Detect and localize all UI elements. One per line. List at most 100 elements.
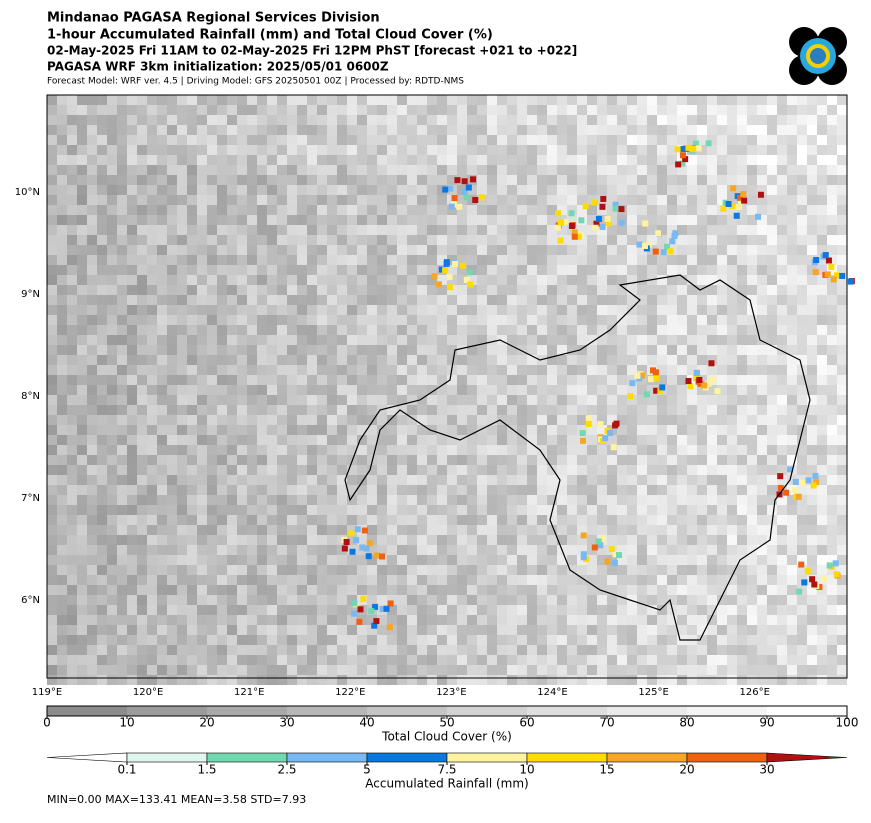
cloud-cell xyxy=(837,305,847,315)
cloud-cell xyxy=(537,225,547,235)
cloud-cell xyxy=(587,645,597,655)
cloud-cell xyxy=(747,195,757,205)
cloud-cell xyxy=(547,665,557,675)
cloud-cell xyxy=(427,525,437,535)
rain-cell xyxy=(609,546,615,552)
cloud-cell xyxy=(557,135,567,145)
cloud-cell xyxy=(637,315,647,325)
cloud-cell xyxy=(557,255,567,265)
cloud-cell xyxy=(307,425,317,435)
cloud-cell xyxy=(457,365,467,375)
cloud-cell xyxy=(587,355,597,365)
cloud-cell xyxy=(607,575,617,585)
cloud-cell xyxy=(387,225,397,235)
cloud-cell xyxy=(257,665,267,675)
cloud-cell xyxy=(577,325,587,335)
cloud-cell xyxy=(807,175,817,185)
cloud-cell xyxy=(827,505,837,515)
cloud-cell xyxy=(377,95,387,105)
cloud-cell xyxy=(387,675,397,685)
cloud-cell xyxy=(387,265,397,275)
cloud-cell xyxy=(277,515,287,525)
cloud-cell xyxy=(167,405,177,415)
cloud-cell xyxy=(697,485,707,495)
cloud-cell xyxy=(167,655,177,665)
cloud-cell xyxy=(87,285,97,295)
rain-cell xyxy=(569,210,575,216)
cloud-cell xyxy=(627,495,637,505)
cloud-cell xyxy=(817,595,827,605)
cloud-cell xyxy=(237,575,247,585)
cloud-cell xyxy=(747,585,757,595)
cloud-cell xyxy=(87,525,97,535)
cloud-cell xyxy=(347,195,357,205)
cloud-cell xyxy=(297,165,307,175)
cloud-cell xyxy=(507,115,517,125)
cloud-cell xyxy=(477,235,487,245)
cloud-cell xyxy=(137,655,147,665)
cloud-cell xyxy=(197,145,207,155)
cloud-cell xyxy=(147,375,157,385)
cloud-cell xyxy=(687,515,697,525)
cloud-cell xyxy=(227,315,237,325)
cloud-cell xyxy=(397,305,407,315)
cloud-cell xyxy=(597,265,607,275)
cloud-cell xyxy=(127,325,137,335)
cloud-cell xyxy=(697,255,707,265)
cloud-cell xyxy=(837,435,847,445)
cloud-cell xyxy=(747,515,757,525)
cloud-cell xyxy=(277,315,287,325)
cloud-cell xyxy=(377,525,387,535)
cloud-cell xyxy=(717,295,727,305)
cloud-cell xyxy=(497,385,507,395)
cloud-cell xyxy=(647,295,657,305)
cloud-cell xyxy=(177,505,187,515)
cloud-cell xyxy=(827,415,837,425)
cloud-cell xyxy=(717,675,727,685)
cloud-cell xyxy=(47,145,57,155)
cloud-cell xyxy=(817,525,827,535)
cloud-cell xyxy=(67,585,77,595)
cloud-cell xyxy=(407,615,417,625)
cloud-cell xyxy=(277,485,287,495)
cloud-cell xyxy=(767,565,777,575)
cloud-cell xyxy=(567,175,577,185)
cloud-cell xyxy=(207,165,217,175)
cloud-cell xyxy=(267,455,277,465)
rain-cell xyxy=(618,206,624,212)
cloud-cell xyxy=(97,495,107,505)
cloud-cell xyxy=(747,485,757,495)
cloud-cell xyxy=(577,125,587,135)
cloud-cell xyxy=(297,105,307,115)
cloud-cell xyxy=(497,205,507,215)
cloud-cell xyxy=(577,295,587,305)
cloud-cell xyxy=(377,155,387,165)
cloud-cell xyxy=(387,435,397,445)
cloud-cell xyxy=(167,385,177,395)
cloud-cell xyxy=(657,165,667,175)
cloud-cell xyxy=(737,535,747,545)
cloud-cell xyxy=(257,545,267,555)
cloud-cell xyxy=(367,655,377,665)
cloud-cell xyxy=(527,505,537,515)
cloud-cell xyxy=(697,445,707,455)
cloud-cell xyxy=(257,635,267,645)
cloud-cell xyxy=(717,655,727,665)
cloud-cell xyxy=(767,295,777,305)
cloud-cell xyxy=(367,175,377,185)
cloud-cell xyxy=(667,255,677,265)
cloud-cell xyxy=(687,315,697,325)
cloud-cell xyxy=(547,265,557,275)
cloud-cell xyxy=(627,665,637,675)
cloud-cell xyxy=(337,195,347,205)
cloud-cell xyxy=(627,615,637,625)
cloud-cell xyxy=(447,555,457,565)
cloud-cell xyxy=(97,505,107,515)
cloud-cell xyxy=(127,215,137,225)
cloud-cell xyxy=(767,425,777,435)
cloud-cell xyxy=(257,405,267,415)
cloud-cell xyxy=(377,665,387,675)
cloud-cell xyxy=(727,385,737,395)
cloud-cell xyxy=(547,105,557,115)
cloud-cell xyxy=(447,525,457,535)
